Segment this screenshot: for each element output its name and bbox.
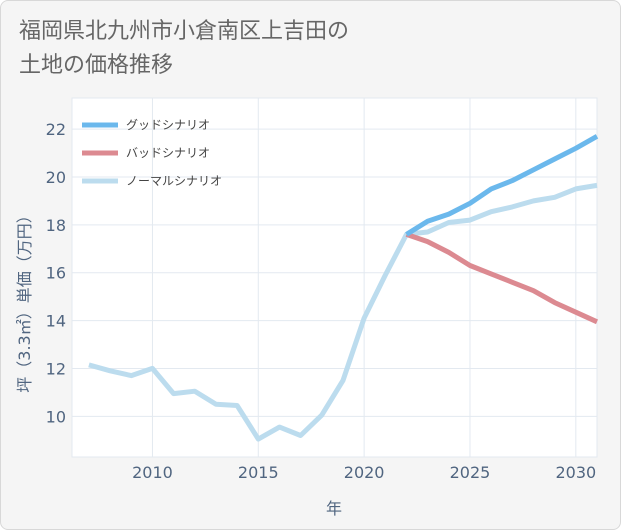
x-axis-title: 年 <box>326 499 342 518</box>
series-line-1 <box>405 232 599 325</box>
x-tick-label: 2025 <box>450 463 491 482</box>
x-axis-ticks: 2010 2015 2020 2025 2030 <box>132 463 596 482</box>
chart-title: 福岡県北九州市小倉南区上吉田の 土地の価格推移 <box>19 15 579 83</box>
y-tick-label: 16 <box>46 264 66 283</box>
legend-label-1: バッドシナリオ <box>126 146 210 160</box>
chart-title-line-2: 土地の価格推移 <box>19 53 174 78</box>
y-tick-label: 18 <box>46 216 66 235</box>
x-tick-label: 2010 <box>132 463 173 482</box>
x-tick-label: 2030 <box>555 463 596 482</box>
y-axis-title: 坪（3.3㎡）単価（万円） <box>15 207 34 392</box>
y-tick-label: 12 <box>46 359 66 378</box>
series-line-0 <box>405 134 599 237</box>
grid-lines <box>71 97 598 458</box>
legend-label-0: グッドシナリオ <box>126 118 210 132</box>
y-tick-label: 14 <box>46 312 66 331</box>
y-axis-ticks: 10 12 14 16 18 20 22 <box>46 120 66 426</box>
x-tick-label: 2020 <box>344 463 385 482</box>
y-tick-label: 10 <box>46 407 66 426</box>
plot-border <box>71 97 598 458</box>
chart-title-line-1: 福岡県北九州市小倉南区上吉田の <box>19 19 350 44</box>
series-line-2 <box>88 182 598 442</box>
legend-label-2: ノーマルシナリオ <box>126 174 222 188</box>
y-tick-label: 20 <box>46 168 66 187</box>
x-tick-label: 2015 <box>238 463 279 482</box>
series-lines <box>88 134 599 442</box>
y-tick-label: 22 <box>46 120 66 139</box>
